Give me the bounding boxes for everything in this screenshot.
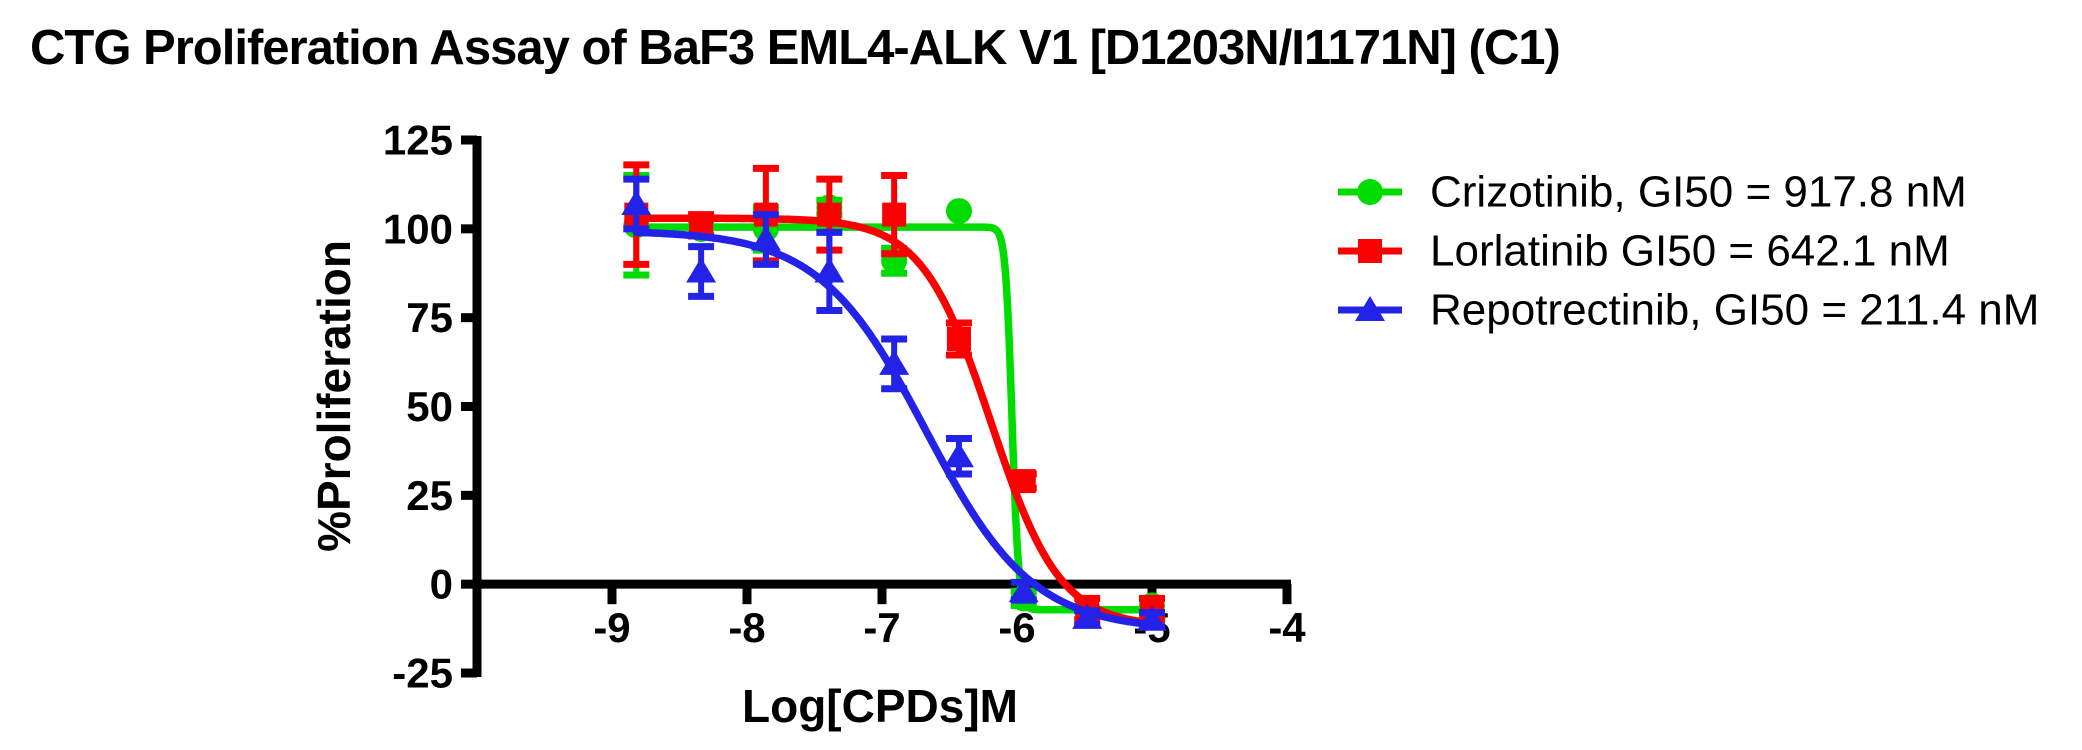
- y-tick-label: 0: [430, 561, 453, 608]
- fit-curve-repotrectinib: [632, 228, 1156, 629]
- legend-item-crizotinib: Crizotinib, GI50 = 917.8 nM: [1338, 168, 1967, 217]
- data-point-repotrectinib: [686, 257, 717, 283]
- x-axis-title: Log[CPDs]M: [742, 680, 1018, 732]
- legend-label-crizotinib: Crizotinib, GI50 = 917.8 nM: [1430, 168, 1967, 217]
- legend: Crizotinib, GI50 = 917.8 nM Lorlatinib GI…: [1338, 168, 2039, 335]
- legend-label-lorlatinib: Lorlatinib GI50 = 642.1 nM: [1430, 227, 1950, 276]
- data-point-repotrectinib: [879, 349, 910, 375]
- data-point-repotrectinib: [621, 189, 652, 215]
- y-tick-label: 100: [383, 205, 453, 252]
- data-point-lorlatinib: [946, 326, 971, 351]
- x-tick-label: -9: [593, 604, 630, 651]
- legend-marker-lorlatinib: [1358, 239, 1382, 263]
- data-point-repotrectinib: [814, 257, 845, 283]
- legend-item-lorlatinib: Lorlatinib GI50 = 642.1 nM: [1338, 227, 1950, 276]
- legend-marker-repotrectinib: [1355, 296, 1385, 321]
- y-tick-label: 50: [406, 383, 453, 430]
- legend-marker-crizotinib: [1357, 179, 1383, 205]
- data-point-crizotinib: [945, 198, 972, 225]
- data-series: [621, 161, 1167, 631]
- legend-label-repotrectinib: Repotrectinib, GI50 = 211.4 nM: [1430, 286, 2039, 335]
- data-point-lorlatinib: [817, 202, 842, 227]
- x-tick-label: -4: [1268, 604, 1306, 651]
- data-point-lorlatinib: [882, 202, 907, 227]
- chart-title: CTG Proliferation Assay of BaF3 EML4-ALK…: [30, 21, 1561, 75]
- x-tick-label: -8: [728, 604, 765, 651]
- y-tick-label: -25: [392, 650, 453, 697]
- fit-curve-crizotinib: [632, 223, 1156, 614]
- y-axis-title: %Proliferation: [308, 240, 360, 552]
- y-tick-label: 75: [406, 294, 453, 341]
- x-tick-label: -7: [863, 604, 900, 651]
- data-point-repotrectinib: [1137, 605, 1167, 631]
- data-point-repotrectinib: [1072, 603, 1103, 629]
- data-point-repotrectinib: [1008, 577, 1039, 603]
- series-repotrectinib: [621, 175, 1167, 631]
- data-point-lorlatinib: [1011, 469, 1036, 494]
- data-point-repotrectinib: [750, 225, 781, 251]
- y-tick-label: 25: [406, 472, 453, 519]
- y-tick-label: 125: [383, 117, 453, 164]
- legend-item-repotrectinib: Repotrectinib, GI50 = 211.4 nM: [1338, 286, 2039, 335]
- data-point-repotrectinib: [943, 442, 974, 468]
